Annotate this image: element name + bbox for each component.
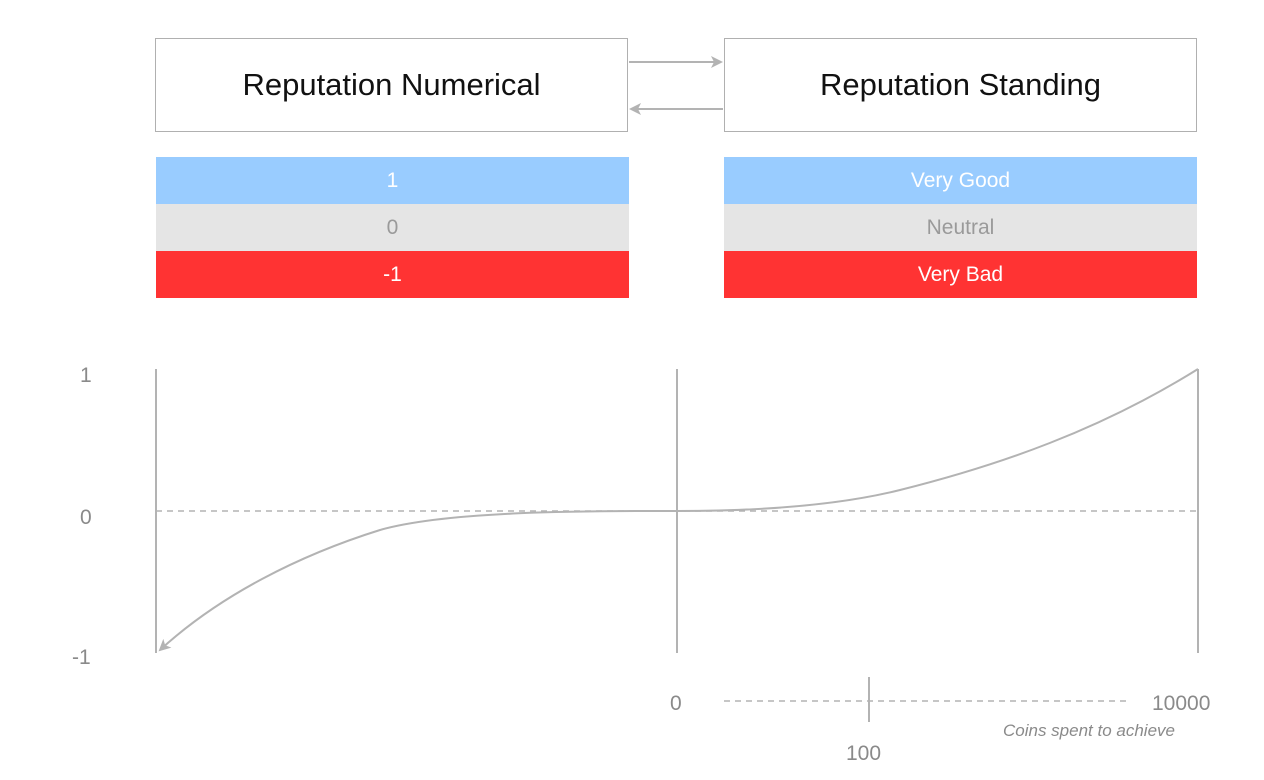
reputation-numerical-box: Reputation Numerical (155, 38, 628, 132)
standing-row-very-bad: Very Bad (724, 251, 1197, 298)
numerical-row-neutral: 0 (156, 204, 629, 251)
numerical-row-good: 1 (156, 157, 629, 204)
numerical-table: 1 0 -1 (156, 157, 629, 298)
reputation-curve (158, 509, 678, 652)
y-tick-1: 1 (80, 364, 92, 387)
coins-scale-end: 10000 (1152, 692, 1211, 715)
reputation-curve-positive (676, 368, 1199, 512)
y-tick-0: 0 (80, 506, 92, 529)
standing-row-very-good: Very Good (724, 157, 1197, 204)
coins-scale-caption: Coins spent to achieve (1003, 721, 1175, 740)
coins-scale-mid: 100 (846, 742, 882, 765)
coins-scale-start: 0 (670, 692, 682, 715)
numerical-row-bad: -1 (156, 251, 629, 298)
y-tick-minus-1: -1 (72, 646, 91, 669)
standing-row-neutral: Neutral (724, 204, 1197, 251)
reputation-standing-box: Reputation Standing (724, 38, 1197, 132)
standing-table: Very Good Neutral Very Bad (724, 157, 1197, 298)
